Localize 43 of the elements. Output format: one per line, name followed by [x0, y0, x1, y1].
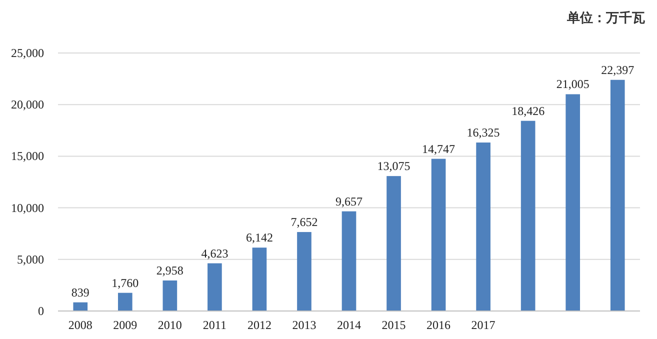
data-label: 13,075 — [377, 159, 410, 174]
y-tick-label: 20,000 — [11, 98, 44, 112]
x-tick-label: 2011 — [202, 318, 226, 332]
data-label: 9,657 — [336, 194, 362, 208]
bar — [118, 292, 132, 311]
x-tick-label: 2015 — [382, 318, 406, 332]
bar — [208, 263, 222, 311]
data-label: 14,747 — [422, 142, 456, 156]
y-tick-label: 25,000 — [11, 46, 44, 60]
data-label: 1,760 — [112, 276, 139, 290]
bar — [162, 280, 178, 311]
data-label: 22,397 — [601, 62, 634, 77]
bar — [252, 248, 267, 311]
data-label: 21,005 — [556, 77, 590, 92]
x-tick-label: 2012 — [247, 318, 272, 332]
x-tick-label: 2014 — [337, 318, 361, 332]
data-label: 16,325 — [466, 126, 500, 140]
bar — [610, 80, 625, 311]
data-label: 7,652 — [290, 215, 318, 230]
data-label: 839 — [71, 285, 90, 300]
x-tick-label: 2010 — [158, 318, 182, 332]
data-label: 2,958 — [156, 263, 184, 278]
bar — [520, 120, 536, 311]
y-tick-label: 5,000 — [17, 252, 44, 266]
x-tick-label: 2013 — [292, 318, 316, 332]
data-label: 4,623 — [201, 246, 228, 260]
x-tick-label: 2016 — [426, 318, 451, 332]
data-label: 6,142 — [246, 230, 273, 245]
bar — [566, 94, 580, 311]
data-label: 18,426 — [512, 104, 545, 118]
bar — [476, 142, 490, 311]
bar — [342, 211, 356, 311]
y-tick-label: 10,000 — [11, 200, 44, 215]
bar — [386, 176, 401, 311]
y-tick-label: 0 — [38, 304, 44, 318]
x-tick-label: 2017 — [471, 318, 496, 332]
bar — [73, 302, 88, 311]
x-tick-label: 2009 — [113, 318, 138, 332]
bar — [297, 232, 312, 311]
bar — [431, 158, 446, 311]
y-tick-label: 15,000 — [11, 149, 44, 164]
x-tick-label: 2008 — [68, 318, 92, 332]
text: 单位：万千瓦 — [566, 10, 645, 25]
